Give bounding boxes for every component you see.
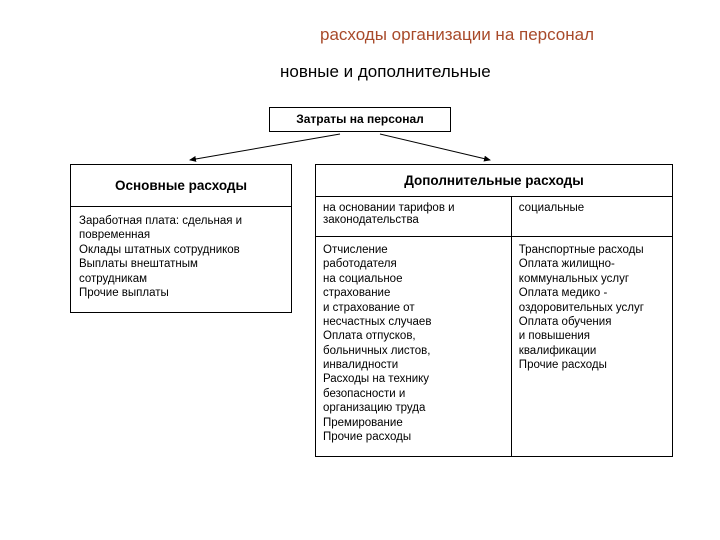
right-body-right: Транспортные расходыОплата жилищно-комму… bbox=[512, 237, 672, 456]
right-body-left: Отчислениеработодателяна социальноестрах… bbox=[316, 237, 512, 456]
right-subhead-left: на основании тарифов и законодательства bbox=[316, 197, 512, 236]
left-branch-body: Заработная плата: сдельная иповременнаяО… bbox=[71, 207, 291, 312]
page-title-line2: новные и дополнительные bbox=[280, 62, 491, 82]
right-branch-header: Дополнительные расходы bbox=[316, 165, 672, 197]
right-subhead-right: социальные bbox=[512, 197, 672, 236]
left-branch-box: Основные расходы Заработная плата: сдель… bbox=[70, 164, 292, 313]
right-branch-box: Дополнительные расходы на основании тари… bbox=[315, 164, 673, 457]
branch-arrows bbox=[0, 132, 720, 164]
page-title-line1: расходы организации на персонал bbox=[320, 25, 594, 45]
root-node: Затраты на персонал bbox=[269, 107, 451, 132]
left-branch-header: Основные расходы bbox=[71, 165, 291, 207]
